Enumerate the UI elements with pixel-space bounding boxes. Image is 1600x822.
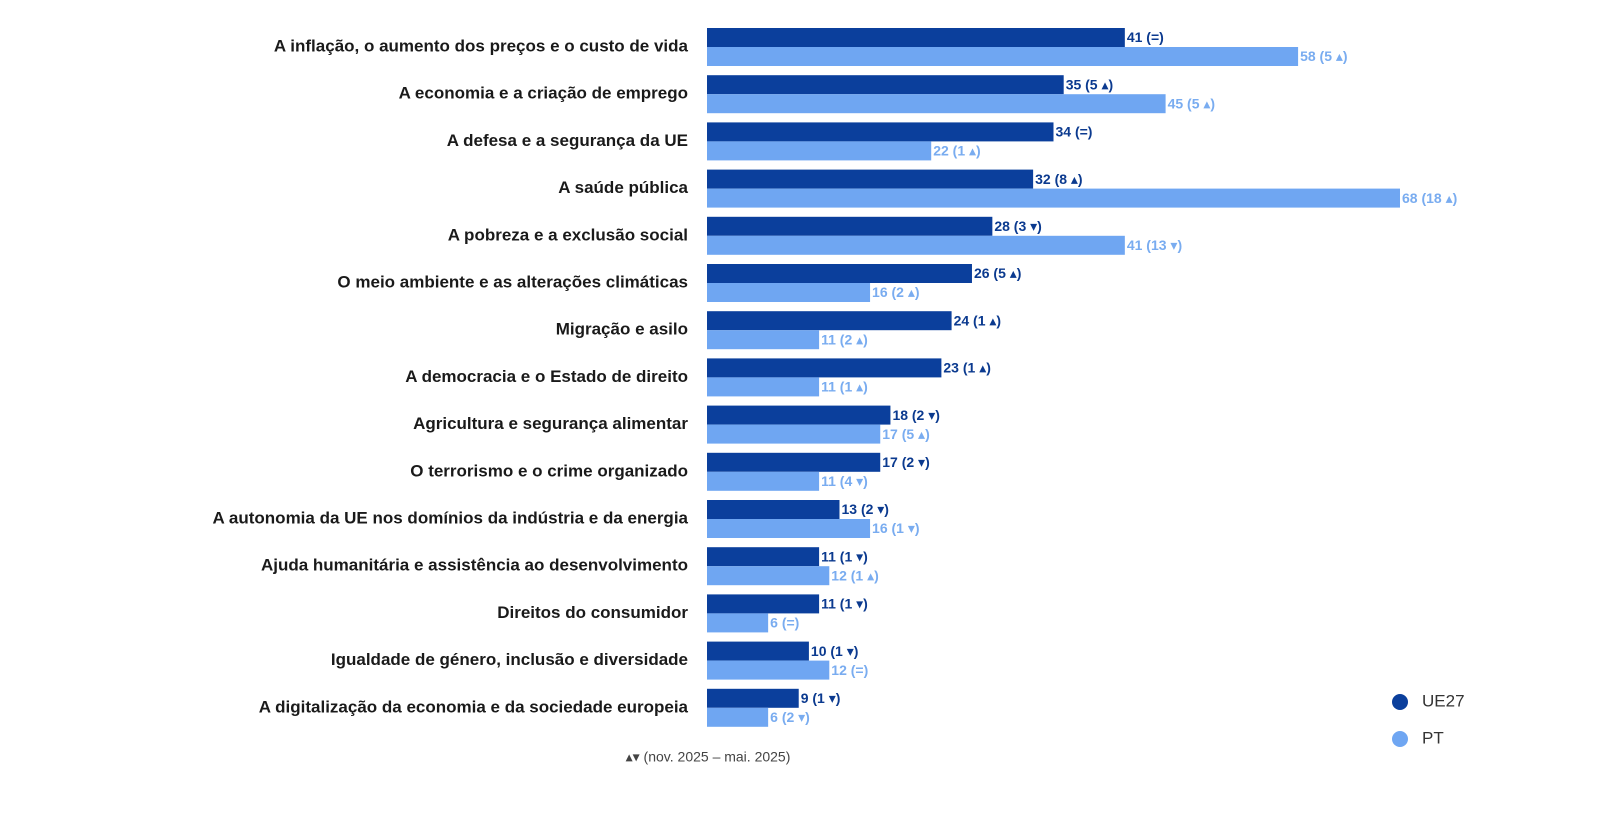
bar — [707, 235, 1125, 255]
bar — [707, 566, 830, 586]
bar — [707, 594, 820, 614]
value-label: 9 (1 ▾) — [801, 690, 841, 706]
value-label: 24 (1 ▴) — [954, 312, 1002, 328]
value-label: 16 (2 ▴) — [872, 284, 920, 300]
value-label: 68 (18 ▴) — [1402, 190, 1457, 206]
bar — [707, 613, 769, 633]
value-label: 11 (1 ▾) — [821, 548, 868, 564]
category-label: A democracia e o Estado de direito — [405, 367, 688, 386]
bar — [707, 519, 871, 538]
bar — [707, 471, 820, 491]
value-label: 10 (1 ▾) — [811, 643, 859, 659]
bar — [707, 688, 799, 708]
bar — [707, 311, 952, 331]
bar — [707, 358, 942, 378]
bar — [707, 500, 840, 519]
value-label: 16 (1 ▾) — [872, 520, 920, 536]
bar — [707, 94, 1166, 114]
category-label: A digitalização da economia e da socieda… — [259, 697, 689, 716]
bar — [707, 28, 1125, 47]
bar — [707, 424, 881, 444]
value-label: 13 (2 ▾) — [841, 501, 889, 517]
category-label: A defesa e a segurança da UE — [447, 131, 688, 150]
value-label: 12 (1 ▴) — [831, 567, 879, 583]
legend-label: UE27 — [1422, 691, 1465, 710]
legend-marker — [1392, 731, 1408, 747]
bar — [707, 283, 871, 302]
bar — [707, 169, 1034, 189]
value-label: 11 (1 ▾) — [821, 596, 868, 612]
bar — [707, 47, 1299, 66]
category-label: A economia e a criação de emprego — [399, 84, 688, 103]
value-label: 41 (13 ▾) — [1127, 237, 1182, 253]
category-label: O terrorismo e o crime organizado — [410, 461, 688, 480]
value-label: 6 (=) — [770, 615, 799, 631]
bar — [707, 141, 932, 161]
value-label: 41 (=) — [1127, 29, 1164, 45]
value-label: 17 (5 ▴) — [882, 426, 930, 442]
category-label: O meio ambiente e as alterações climátic… — [337, 272, 688, 291]
bar — [707, 707, 769, 727]
category-label: Igualdade de género, inclusão e diversid… — [331, 650, 688, 669]
footnote: ▴▾ (nov. 2025 – mai. 2025) — [626, 749, 791, 765]
value-label: 28 (3 ▾) — [994, 218, 1042, 234]
category-label: A saúde pública — [558, 178, 688, 197]
category-label: A inflação, o aumento dos preços e o cus… — [274, 36, 689, 55]
value-label: 22 (1 ▴) — [933, 143, 981, 159]
legend-label: PT — [1422, 728, 1444, 747]
value-label: 11 (4 ▾) — [821, 473, 868, 489]
category-label: A pobreza e a exclusão social — [448, 225, 688, 244]
value-label: 23 (1 ▴) — [943, 360, 991, 376]
value-label: 45 (5 ▴) — [1168, 95, 1216, 111]
value-label: 32 (8 ▴) — [1035, 171, 1083, 187]
value-label: 11 (2 ▴) — [821, 331, 868, 347]
legend-marker — [1392, 694, 1408, 710]
bar — [707, 641, 809, 661]
bar — [707, 75, 1064, 95]
category-label: Agricultura e segurança alimentar — [413, 414, 688, 433]
bar — [707, 216, 993, 236]
value-label: 11 (1 ▴) — [821, 379, 868, 395]
category-label: A autonomia da UE nos domínios da indúst… — [213, 508, 689, 527]
bar — [707, 122, 1054, 142]
value-label: 6 (2 ▾) — [770, 709, 810, 725]
category-label: Direitos do consumidor — [497, 603, 688, 622]
bar — [707, 377, 820, 397]
category-label: Migração e asilo — [556, 320, 688, 339]
bar — [707, 264, 972, 283]
value-label: 12 (=) — [831, 662, 868, 678]
bar — [707, 547, 820, 567]
value-label: 18 (2 ▾) — [892, 407, 940, 423]
bar — [707, 330, 820, 350]
value-label: 58 (5 ▴) — [1300, 48, 1348, 64]
value-label: 34 (=) — [1056, 124, 1093, 140]
value-label: 26 (5 ▴) — [974, 265, 1022, 281]
bar — [707, 660, 830, 680]
bar — [707, 452, 881, 472]
bar — [707, 405, 891, 425]
category-label: Ajuda humanitária e assistência ao desen… — [261, 556, 688, 575]
bar — [707, 188, 1400, 208]
value-label: 17 (2 ▾) — [882, 454, 930, 470]
value-label: 35 (5 ▴) — [1066, 76, 1114, 92]
